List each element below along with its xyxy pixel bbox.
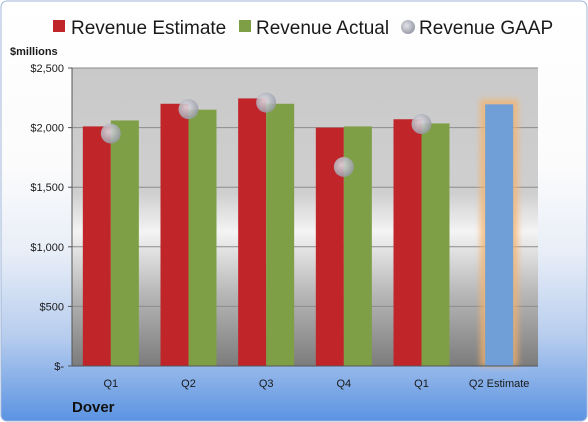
- bar-revenue-actual: [266, 103, 295, 366]
- x-tick-label: Q3: [259, 378, 274, 390]
- legend-swatch-revenue-actual: [239, 20, 251, 32]
- marker-revenue-gaap: [256, 92, 277, 113]
- y-tick-label: $2,500: [30, 63, 64, 75]
- bar-revenue-estimate: [160, 103, 189, 366]
- x-tick-label: Q1: [414, 378, 429, 390]
- y-tick-label: $1,500: [30, 182, 64, 194]
- bar-revenue-estimate: [393, 119, 422, 366]
- y-tick-label: $-: [54, 361, 64, 373]
- y-tick-label: $500: [40, 301, 64, 313]
- marker-revenue-gaap: [411, 114, 432, 135]
- marker-revenue-gaap: [178, 99, 199, 120]
- legend: Revenue Estimate Revenue Actual Revenue …: [53, 18, 553, 39]
- marker-revenue-gaap: [333, 156, 354, 177]
- legend-swatch-revenue-estimate: [53, 20, 65, 32]
- x-tick-label: Q2 Estimate: [469, 378, 530, 390]
- x-tick-label: Q1: [103, 378, 118, 390]
- x-tick-label: Q2: [181, 378, 196, 390]
- legend-label-revenue-actual: Revenue Actual: [256, 18, 389, 39]
- x-axis: Q1 Q2 Q3 Q4 Q1 Q2 Estimate: [72, 365, 538, 390]
- legend-label-revenue-gaap: Revenue GAAP: [419, 18, 553, 39]
- x-tick-label: Q4: [336, 378, 351, 390]
- bar-revenue-actual: [110, 120, 139, 366]
- y-tick-label: $2,000: [30, 123, 64, 135]
- bar-revenue-estimate: [82, 126, 111, 367]
- company-name: Dover: [72, 399, 115, 416]
- y-axis: $- $500 $1,000 $1,500 $2,000 $2,500: [30, 63, 73, 373]
- bar-forward-estimate: [485, 104, 514, 366]
- bar-revenue-actual: [421, 123, 450, 366]
- legend-label-revenue-estimate: Revenue Estimate: [71, 18, 226, 39]
- marker-layer: [100, 92, 432, 177]
- bar-revenue-actual: [188, 109, 217, 366]
- y-tick-label: $1,000: [30, 242, 64, 254]
- legend-swatch-revenue-gaap: [401, 20, 415, 34]
- y-unit-label: $millions: [10, 46, 58, 58]
- marker-revenue-gaap: [100, 123, 121, 144]
- bar-revenue-estimate: [238, 98, 267, 367]
- plot-area: [72, 68, 538, 366]
